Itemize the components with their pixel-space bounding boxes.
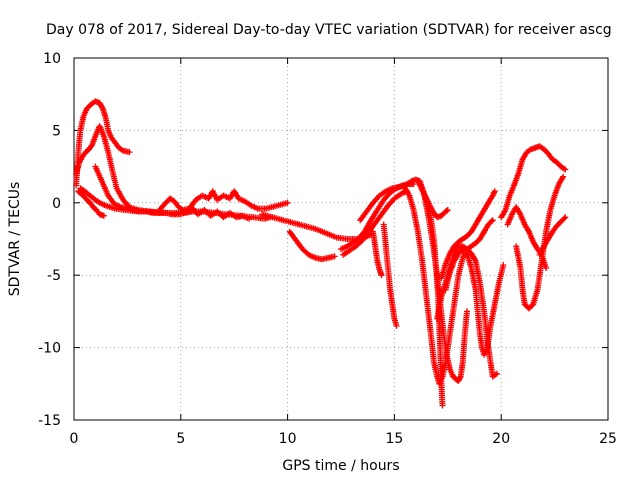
data-point-markers bbox=[513, 173, 567, 312]
data-point-markers bbox=[498, 143, 569, 221]
data-point-markers bbox=[92, 163, 195, 218]
x-tick-label: 25 bbox=[599, 431, 617, 447]
data-point-markers bbox=[536, 214, 569, 258]
y-axis-label: SDTVAR / TECUs bbox=[7, 182, 23, 297]
series-arc-21 bbox=[498, 143, 569, 221]
axis-ticks: 0 5 10 15 20 25 -15 -10 -5 0 5 10 bbox=[38, 51, 617, 447]
x-tick-label: 0 bbox=[70, 431, 79, 447]
series-arc-7 bbox=[188, 204, 253, 222]
data-point-markers bbox=[402, 185, 496, 387]
data-point-markers bbox=[380, 221, 400, 329]
y-tick-label: 0 bbox=[52, 196, 61, 212]
data-point-markers bbox=[438, 188, 498, 282]
data-point-markers bbox=[188, 204, 253, 222]
series-arc-24 bbox=[536, 214, 569, 258]
y-tick-label: 10 bbox=[43, 51, 61, 67]
plot-frame bbox=[73, 57, 609, 421]
series-arc-6 bbox=[156, 188, 291, 213]
y-tick-label: -10 bbox=[38, 341, 61, 357]
series-arc-18 bbox=[370, 228, 385, 279]
y-tick-label: 5 bbox=[52, 123, 61, 139]
series-arc-17 bbox=[442, 246, 507, 358]
series-arc-5 bbox=[92, 163, 195, 218]
data-point-markers bbox=[75, 188, 107, 219]
data-point-markers bbox=[156, 188, 291, 213]
data-point-markers bbox=[417, 182, 451, 221]
data-point-markers bbox=[442, 246, 507, 358]
series-arc-9 bbox=[286, 228, 338, 263]
y-tick-label: -5 bbox=[47, 268, 61, 284]
y-tick-label: -15 bbox=[38, 413, 61, 429]
series-arc-23 bbox=[513, 173, 567, 312]
series-arc-20 bbox=[417, 182, 451, 221]
data-point-markers bbox=[286, 228, 338, 263]
series-arc-3 bbox=[75, 188, 107, 219]
chart-title: Day 078 of 2017, Sidereal Day-to-day VTE… bbox=[46, 22, 612, 38]
data-series bbox=[73, 98, 569, 409]
series-arc-19 bbox=[380, 221, 400, 329]
series-arc-11 bbox=[340, 188, 411, 258]
x-tick-label: 20 bbox=[492, 431, 510, 447]
series-arc-13 bbox=[402, 185, 496, 387]
x-tick-label: 10 bbox=[279, 431, 297, 447]
series-arc-16 bbox=[438, 188, 498, 282]
x-axis-label: GPS time / hours bbox=[282, 458, 399, 474]
data-point-markers bbox=[340, 188, 411, 258]
x-tick-label: 5 bbox=[176, 431, 185, 447]
x-tick-label: 15 bbox=[385, 431, 403, 447]
data-point-markers bbox=[370, 228, 385, 279]
